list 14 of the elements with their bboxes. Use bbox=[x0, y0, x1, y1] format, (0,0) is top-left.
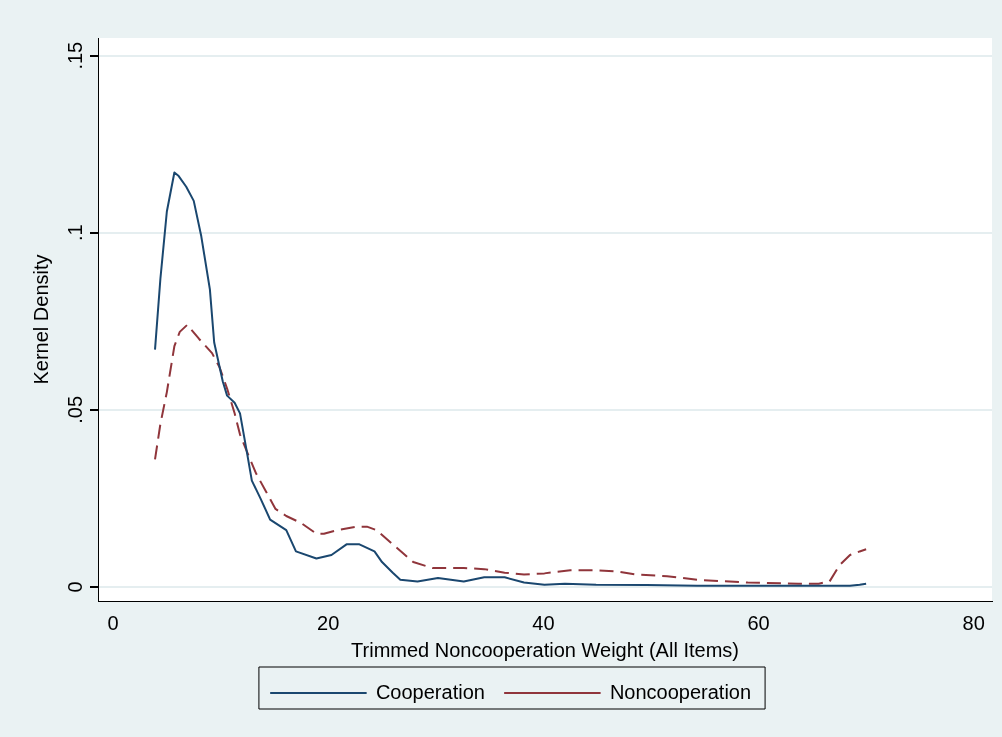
y-tick-label: .05 bbox=[63, 395, 86, 424]
legend-label: Noncooperation bbox=[609, 680, 752, 703]
y-axis-title: Kernel Density bbox=[29, 254, 52, 385]
y-tick-label: .1 bbox=[63, 224, 86, 242]
x-tick-label: 80 bbox=[962, 611, 985, 634]
line-series bbox=[154, 323, 868, 585]
y-tick-label: 0 bbox=[63, 581, 86, 593]
x-tick-label: 20 bbox=[317, 611, 340, 634]
x-tick-label: 40 bbox=[532, 611, 555, 634]
x-axis-title: Trimmed Noncooperation Weight (All Items) bbox=[351, 638, 739, 661]
legend-label: Cooperation bbox=[375, 680, 485, 703]
y-tick-label: .15 bbox=[63, 41, 86, 70]
x-tick-label: 60 bbox=[747, 611, 770, 634]
x-tick-label: 0 bbox=[107, 611, 119, 634]
